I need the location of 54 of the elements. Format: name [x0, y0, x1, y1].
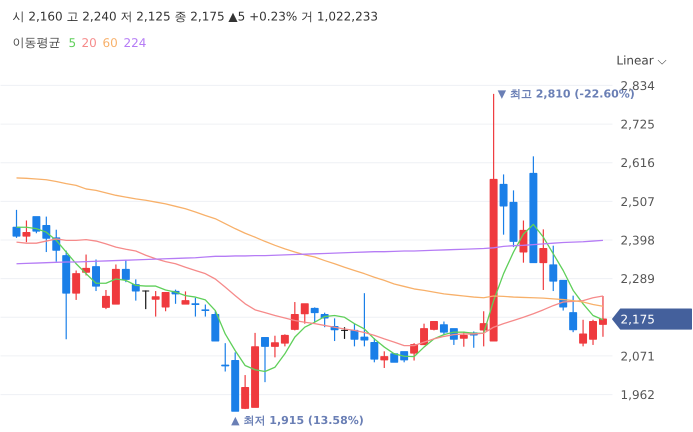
- candlestick: [261, 336, 269, 383]
- candlestick: [440, 320, 448, 336]
- y-tick-label: 2,289: [620, 272, 655, 286]
- candlestick: [22, 220, 30, 243]
- candlestick: [72, 270, 80, 301]
- candlestick: [579, 319, 588, 347]
- candlestick: [380, 350, 388, 369]
- candlestick: [589, 319, 597, 346]
- text: 20: [82, 36, 97, 50]
- candlestick: [182, 290, 190, 305]
- candlestick: [420, 323, 428, 346]
- y-tick-label: 1,962: [620, 388, 655, 402]
- candlestick: [340, 326, 348, 340]
- y-tick-label: 2,616: [620, 156, 655, 170]
- candlestick: [270, 335, 279, 358]
- candlestick: [350, 323, 358, 347]
- text: 224: [124, 36, 146, 50]
- candlestick: [390, 352, 398, 363]
- candlestick: [598, 295, 607, 338]
- line-series: [16, 177, 604, 307]
- candlestick: [549, 245, 558, 292]
- candlestick: [569, 295, 578, 333]
- candlestick: [460, 330, 468, 348]
- candlestick: [122, 258, 130, 283]
- candlestick: [370, 338, 378, 363]
- text: Linear ⌵: [616, 54, 666, 68]
- candlestick: [300, 303, 309, 324]
- chart-title: 시 2,160 고 2,240 저 2,125 종 2,175 ▲5 +0.23% 거 1,022,233: [12, 10, 378, 24]
- candlestick: [310, 306, 319, 323]
- candlestick: [360, 292, 368, 347]
- y-tick-label: 2,398: [620, 233, 655, 248]
- text: 5: [68, 36, 76, 50]
- annotation: ▲ 최저 1,915 (13.58%): [231, 414, 364, 428]
- candlestick: [102, 289, 110, 310]
- candlestick: [162, 292, 170, 312]
- y-tick-label: 2,071: [620, 349, 655, 364]
- candlestick: [191, 297, 200, 318]
- candlestick: [142, 290, 150, 310]
- candlestick: [12, 209, 20, 238]
- text: 60: [102, 36, 118, 50]
- candlestick: [221, 342, 230, 372]
- candlestick: [280, 334, 289, 347]
- candlestick: [241, 374, 250, 410]
- text: 2,175: [620, 312, 655, 327]
- candlestick: [201, 304, 210, 318]
- candlestick: [539, 228, 548, 291]
- candlestick: [32, 216, 40, 234]
- candlestick: [290, 301, 299, 331]
- candlestick: [92, 258, 100, 292]
- y-tick-label: 2,725: [620, 118, 655, 132]
- candlestick: [152, 290, 160, 318]
- legend-title: 이동평균: [12, 36, 60, 50]
- y-tick-label: 2,507: [620, 194, 655, 209]
- candlestick: [500, 174, 508, 236]
